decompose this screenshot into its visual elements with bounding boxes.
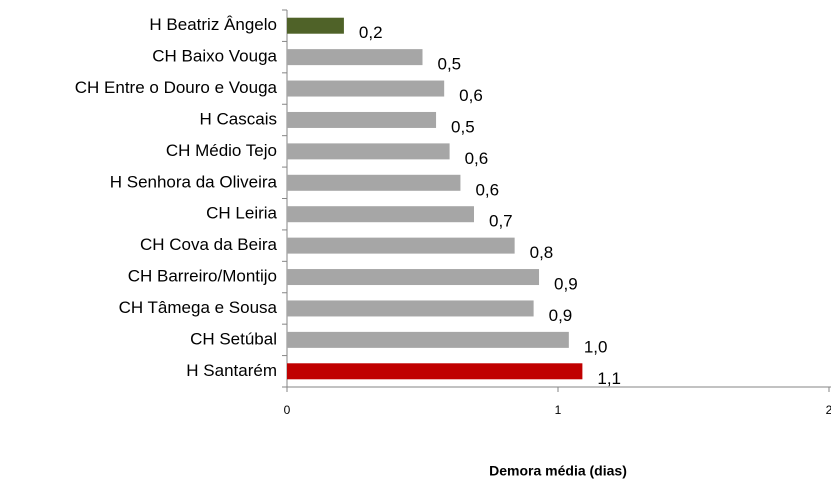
bar <box>287 17 344 34</box>
value-label: 0,2 <box>359 23 383 42</box>
bar <box>287 300 534 317</box>
bar <box>287 80 445 97</box>
y-tick-label: CH Médio Tejo <box>166 141 277 160</box>
x-tick-label: 0 <box>284 403 291 417</box>
value-label: 0,7 <box>489 212 513 231</box>
x-tick-label: 1 <box>555 403 562 417</box>
x-tick-label: 2 <box>826 403 831 417</box>
value-label: 1,0 <box>584 337 608 356</box>
bar <box>287 143 450 160</box>
bar <box>287 237 515 254</box>
y-tick-label: CH Setúbal <box>190 329 277 348</box>
bar <box>287 111 437 128</box>
value-label: 1,1 <box>597 369 621 388</box>
y-tick-label: CH Cova da Beira <box>140 235 278 254</box>
x-axis-title: Demora média (dias) <box>489 463 627 479</box>
bar <box>287 206 474 223</box>
bar <box>287 331 569 348</box>
value-label: 0,9 <box>554 275 578 294</box>
bar <box>287 174 461 191</box>
y-tick-label: H Cascais <box>200 109 277 128</box>
bar <box>287 363 583 380</box>
y-tick-label: CH Tâmega e Sousa <box>119 298 278 317</box>
y-tick-label: CH Baixo Vouga <box>152 47 277 66</box>
bar <box>287 49 423 66</box>
y-tick-label: H Senhora da Oliveira <box>110 172 278 191</box>
y-tick-label: H Santarém <box>186 361 277 380</box>
value-label: 0,6 <box>475 180 499 199</box>
y-tick-label: CH Barreiro/Montijo <box>128 267 277 286</box>
bar <box>287 269 540 286</box>
value-label: 0,8 <box>530 243 554 262</box>
y-tick-label: CH Leiria <box>206 204 277 223</box>
value-label: 0,5 <box>451 117 475 136</box>
value-label: 0,6 <box>459 86 483 105</box>
value-label: 0,5 <box>438 55 462 74</box>
value-label: 0,6 <box>465 149 489 168</box>
value-label: 0,9 <box>549 306 573 325</box>
y-tick-label: H Beatriz Ângelo <box>149 15 277 34</box>
y-tick-label: CH Entre o Douro e Vouga <box>75 78 278 97</box>
